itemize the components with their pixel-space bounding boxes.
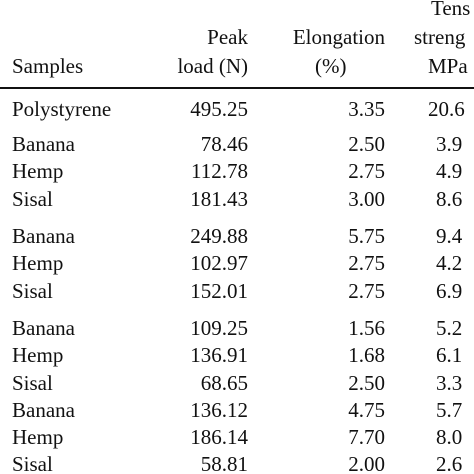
cell-sample: Banana xyxy=(12,316,75,340)
cell-elongation: 7.70 xyxy=(348,425,385,449)
cell-elongation: 2.50 xyxy=(348,132,385,156)
cell-elongation: 2.75 xyxy=(348,251,385,275)
cell-peak-load: 136.12 xyxy=(190,398,248,422)
header-samples: Samples xyxy=(12,54,84,78)
cell-elongation: 3.00 xyxy=(348,187,385,211)
cell-elongation: 2.50 xyxy=(348,371,385,395)
header-tens-line3: MPa xyxy=(428,54,468,78)
header-rule xyxy=(0,87,474,89)
cell-tensile: 6.1 xyxy=(436,343,463,367)
cell-elongation: 5.75 xyxy=(348,224,385,248)
cell-peak-load: 181.43 xyxy=(190,187,248,211)
cell-tensile: 3.3 xyxy=(436,371,463,395)
cell-peak-load: 495.25 xyxy=(190,97,248,121)
cell-tensile: 5.2 xyxy=(436,316,463,340)
cell-elongation: 4.75 xyxy=(348,398,385,422)
cell-tensile: 3.9 xyxy=(436,132,463,156)
header-elongation-line2: (%) xyxy=(315,54,347,78)
cell-sample: Sisal xyxy=(12,279,53,303)
header-elongation-line1: Elongation xyxy=(292,25,385,49)
cell-elongation: 1.68 xyxy=(348,343,385,367)
cell-tensile: 4.2 xyxy=(436,251,463,275)
cell-peak-load: 152.01 xyxy=(190,279,248,303)
cell-tensile: 4.9 xyxy=(436,159,463,183)
cell-elongation: 1.56 xyxy=(348,316,385,340)
cell-tensile: 8.6 xyxy=(436,187,463,211)
header-peak-line1: Peak xyxy=(207,25,248,49)
header-tens-line1: Tens xyxy=(431,0,471,20)
cell-tensile: 2.6 xyxy=(436,452,463,474)
cell-sample: Banana xyxy=(12,398,75,422)
cell-peak-load: 186.14 xyxy=(190,425,248,449)
cell-peak-load: 109.25 xyxy=(190,316,248,340)
cell-sample: Banana xyxy=(12,224,75,248)
cell-peak-load: 102.97 xyxy=(190,251,248,275)
cell-elongation: 3.35 xyxy=(348,97,385,121)
cell-peak-load: 78.46 xyxy=(200,132,248,156)
cell-elongation: 2.75 xyxy=(348,159,385,183)
cell-sample: Hemp xyxy=(12,425,64,449)
cell-elongation: 2.75 xyxy=(348,279,385,303)
cell-sample: Hemp xyxy=(12,251,64,275)
cell-peak-load: 68.65 xyxy=(200,371,248,395)
cell-tensile: 6.9 xyxy=(436,279,463,303)
cell-peak-load: 112.78 xyxy=(191,159,248,183)
cell-sample: Polystyrene xyxy=(12,97,112,121)
cell-sample: Hemp xyxy=(12,343,64,367)
cell-elongation: 2.00 xyxy=(348,452,385,474)
cell-sample: Sisal xyxy=(12,371,53,395)
header-tens-line2: streng xyxy=(414,25,466,49)
cell-tensile: 20.6 xyxy=(428,97,465,121)
cell-sample: Sisal xyxy=(12,452,53,474)
cell-peak-load: 249.88 xyxy=(190,224,248,248)
cell-tensile: 8.0 xyxy=(436,425,463,449)
cell-peak-load: 136.91 xyxy=(190,343,248,367)
cell-tensile: 5.7 xyxy=(436,398,463,422)
cell-tensile: 9.4 xyxy=(436,224,463,248)
header-peak-line2: load (N) xyxy=(177,54,248,78)
cell-sample: Hemp xyxy=(12,159,64,183)
cell-sample: Banana xyxy=(12,132,75,156)
cell-peak-load: 58.81 xyxy=(200,452,248,474)
cell-sample: Sisal xyxy=(12,187,53,211)
